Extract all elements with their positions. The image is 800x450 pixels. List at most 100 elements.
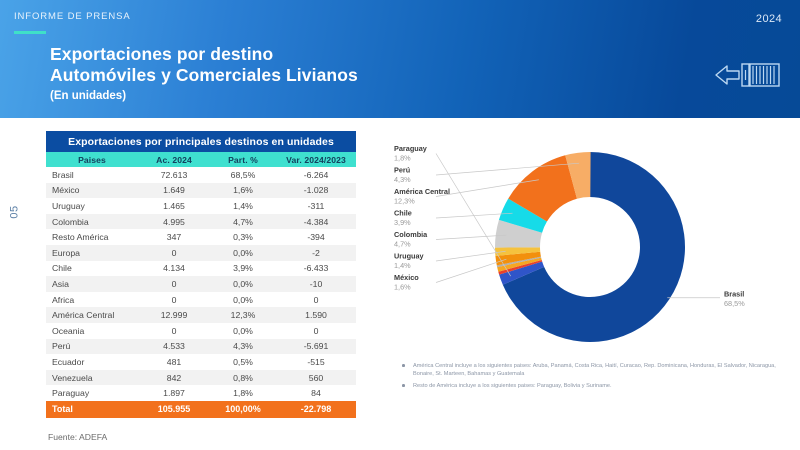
cell-variacion: 0 [276, 322, 357, 339]
table-row[interactable]: Europa 0 0,0% -2 [46, 244, 357, 261]
table-row[interactable]: Chile 4.134 3,9% -6.433 [46, 260, 357, 277]
cell-variacion: -394 [276, 229, 357, 245]
footnotes: América Central incluye a los siguientes… [400, 362, 790, 394]
footnote-text: América Central incluye a los siguientes… [413, 363, 776, 377]
donut-slices [495, 152, 685, 342]
table-row[interactable]: Ecuador 481 0,5% -515 [46, 354, 357, 370]
donut-label-value: 1,8% [394, 154, 411, 163]
footnote-item: América Central incluye a los siguientes… [400, 362, 790, 378]
donut-slice-resto-america[interactable] [496, 256, 542, 268]
cell-participacion: 4,7% [210, 213, 276, 230]
cell-variacion: -6.264 [276, 167, 357, 183]
donut-label-name: Uruguay [394, 252, 425, 261]
table-row[interactable]: Venezuela 842 0,8% 560 [46, 369, 357, 386]
donut-leader-line [435, 250, 506, 262]
cell-participacion: 0,0% [210, 244, 276, 261]
donut-label-value: 1,6% [394, 283, 411, 292]
table-row[interactable]: Resto América 347 0,3% -394 [46, 229, 357, 245]
cell-participacion: 0,5% [210, 354, 276, 370]
column-header-paises[interactable]: Paises [46, 152, 138, 167]
cell-ac-2024: 1.897 [138, 385, 210, 401]
table-row[interactable]: México 1.649 1,6% -1.028 [46, 182, 357, 199]
cell-variacion: -1.028 [276, 182, 357, 199]
exports-table: Exportaciones por principales destinos e… [46, 131, 357, 418]
donut-slice-mexico[interactable] [495, 251, 541, 266]
donut-slice-america-central[interactable] [508, 155, 577, 222]
cell-variacion: -311 [276, 198, 357, 214]
cell-variacion: -515 [276, 354, 357, 370]
table-row[interactable]: Oceania 0 0,0% 0 [46, 322, 357, 339]
cell-ac-2024: 12.999 [138, 307, 210, 323]
table-row[interactable]: Brasil 72.613 68,5% -6.264 [46, 167, 357, 183]
donut-leader-line [435, 234, 507, 240]
header-title-block: Exportaciones por destino Automóviles y … [50, 44, 358, 104]
cell-ac-2024: 347 [138, 229, 210, 245]
column-header-var[interactable]: Var. 2024/2023 [276, 152, 357, 167]
cell-participacion: 0,0% [210, 276, 276, 292]
header-year: 2024 [755, 13, 782, 25]
cell-pais: Uruguay [46, 198, 138, 214]
table-row[interactable]: Africa 0 0,0% 0 [46, 291, 357, 308]
donut-leader-line [435, 179, 539, 197]
table-row[interactable]: Paraguay 1.897 1,8% 84 [46, 385, 357, 401]
donut-label-value: 4,7% [394, 240, 411, 249]
donut-leader-line [435, 212, 513, 219]
donut-slice-brasil[interactable] [502, 152, 685, 342]
donut-label-value: 4,3% [394, 175, 411, 184]
page-title-line2: Automóviles y Comerciales Livianos [50, 65, 358, 85]
table-row[interactable]: América Central 12.999 12,3% 1.590 [46, 307, 357, 323]
cell-pais: México [46, 182, 138, 199]
cell-ac-2024: 0 [138, 322, 210, 339]
cell-variacion: 1.590 [276, 307, 357, 323]
table-title-row: Exportaciones por principales destinos e… [46, 131, 357, 152]
donut-slice-uruguay[interactable] [495, 247, 541, 256]
cell-pais: Paraguay [46, 385, 138, 401]
table-row[interactable]: Perú 4.533 4,3% -5.691 [46, 338, 357, 355]
cell-variacion: -2 [276, 244, 357, 261]
cell-ac-2024: 481 [138, 354, 210, 370]
cell-ac-2024: 1.649 [138, 182, 210, 199]
donut-leader-line [435, 162, 580, 176]
donut-leader-line [435, 258, 507, 283]
table-row[interactable]: Uruguay 1.465 1,4% -311 [46, 198, 357, 214]
table-header-row: Paises Ac. 2024 Part. % Var. 2024/2023 [46, 152, 357, 167]
exports-table-wrapper: Exportaciones por principales destinos e… [46, 131, 357, 418]
cell-participacion: 68,5% [210, 167, 276, 183]
cell-variacion: -5.691 [276, 338, 357, 355]
donut-label-value: 68,5% [724, 299, 745, 308]
total-ac-2024: 105.955 [138, 400, 210, 418]
cell-participacion: 0,8% [210, 369, 276, 386]
donut-label-name: América Central [394, 187, 450, 196]
cell-pais: Ecuador [46, 354, 138, 370]
donut-slice-paraguay[interactable] [499, 261, 545, 285]
bullet-icon [402, 384, 405, 387]
table-row[interactable]: Asia 0 0,0% -10 [46, 276, 357, 292]
page-title-line1: Exportaciones por destino [50, 44, 274, 64]
donut-slice-venezuela[interactable] [497, 257, 542, 272]
donut-slice-colombia[interactable] [495, 219, 543, 248]
donut-label-name: Perú [394, 166, 410, 175]
cell-pais: Chile [46, 260, 138, 277]
cell-ac-2024: 0 [138, 276, 210, 292]
donut-label-name: Chile [394, 209, 412, 218]
cell-ac-2024: 4.533 [138, 338, 210, 355]
cell-participacion: 1,6% [210, 182, 276, 199]
cell-pais: Resto América [46, 229, 138, 245]
table-row[interactable]: Colombia 4.995 4,7% -4.384 [46, 213, 357, 230]
cell-participacion: 3,9% [210, 260, 276, 277]
header-kicker: INFORME DE PRENSA [14, 11, 131, 22]
cell-pais: Colombia [46, 213, 138, 230]
donut-label-name: Brasil [724, 289, 744, 298]
donut-slice-ecuador[interactable] [498, 260, 543, 275]
donut-label-name: Colombia [394, 230, 428, 239]
column-header-part[interactable]: Part. % [210, 152, 276, 167]
footnote-item: Resto de América incluye a los siguiente… [400, 382, 790, 390]
column-header-ac2024[interactable]: Ac. 2024 [138, 152, 210, 167]
donut-slice-chile[interactable] [498, 198, 547, 233]
cell-ac-2024: 4.134 [138, 260, 210, 277]
cell-pais: Africa [46, 291, 138, 308]
cell-pais: Venezuela [46, 369, 138, 386]
shipping-container-icon [715, 63, 780, 87]
cell-participacion: 0,0% [210, 322, 276, 339]
